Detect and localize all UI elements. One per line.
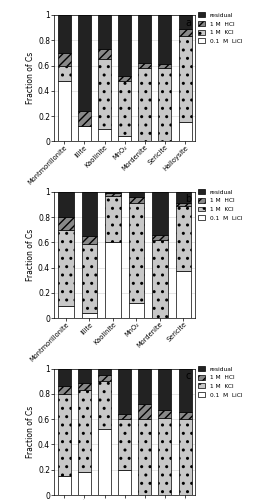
Bar: [129, 203, 144, 303]
Bar: [118, 414, 131, 419]
Bar: [78, 126, 91, 142]
Y-axis label: Fraction of Cs: Fraction of Cs: [26, 52, 35, 104]
Legend: residual, 1 M  HCl, 1 M  KCl, 0.1  M  LiCl: residual, 1 M HCl, 1 M KCl, 0.1 M LiCl: [198, 12, 242, 44]
Bar: [98, 430, 111, 495]
Bar: [118, 76, 131, 80]
Bar: [105, 196, 121, 242]
Bar: [138, 404, 151, 419]
Bar: [179, 419, 192, 495]
Bar: [58, 53, 71, 66]
Bar: [176, 272, 191, 318]
Bar: [138, 68, 151, 142]
Bar: [179, 29, 192, 36]
Bar: [105, 192, 121, 193]
Bar: [78, 15, 91, 111]
Y-axis label: Fraction of Cs: Fraction of Cs: [26, 229, 35, 281]
Bar: [158, 15, 172, 64]
Bar: [58, 217, 74, 230]
Bar: [58, 476, 71, 495]
Bar: [118, 470, 131, 495]
Bar: [152, 192, 167, 235]
Bar: [58, 192, 74, 217]
Bar: [82, 192, 97, 236]
Bar: [98, 368, 111, 375]
Legend: residual, 1 M  HCl, 1 M  KCl, 0.1  M  LiCl: residual, 1 M HCl, 1 M KCl, 0.1 M LiCl: [198, 190, 242, 220]
Bar: [118, 15, 131, 76]
Bar: [58, 306, 74, 318]
Bar: [58, 80, 71, 142]
Bar: [58, 394, 71, 476]
Bar: [176, 192, 191, 203]
Bar: [78, 368, 91, 382]
Legend: residual, 1 M  HCl, 1 M  KCl, 0.1  M  LiCl: residual, 1 M HCl, 1 M KCl, 0.1 M LiCl: [198, 366, 242, 398]
Bar: [158, 410, 172, 418]
Bar: [152, 235, 167, 240]
Bar: [78, 382, 91, 390]
Bar: [98, 382, 111, 430]
Bar: [98, 15, 111, 49]
Bar: [179, 412, 192, 419]
Bar: [179, 36, 192, 122]
Bar: [118, 419, 131, 470]
Bar: [78, 390, 91, 472]
Y-axis label: Fraction of Cs: Fraction of Cs: [26, 406, 35, 458]
Bar: [158, 68, 172, 142]
Bar: [138, 15, 151, 63]
Bar: [58, 66, 71, 80]
Bar: [78, 111, 91, 126]
Bar: [179, 15, 192, 29]
Bar: [118, 136, 131, 141]
Bar: [58, 15, 71, 53]
Bar: [179, 368, 192, 412]
Bar: [118, 80, 131, 136]
Bar: [129, 192, 144, 197]
Bar: [82, 244, 97, 313]
Bar: [179, 122, 192, 142]
Bar: [138, 368, 151, 404]
Bar: [158, 368, 172, 410]
Bar: [98, 49, 111, 59]
Bar: [152, 240, 167, 318]
Bar: [118, 368, 131, 414]
Bar: [98, 375, 111, 382]
Bar: [105, 193, 121, 196]
Bar: [105, 242, 121, 318]
Bar: [176, 206, 191, 272]
Text: a: a: [185, 18, 191, 28]
Bar: [158, 418, 172, 495]
Bar: [82, 313, 97, 318]
Bar: [129, 197, 144, 203]
Bar: [82, 236, 97, 244]
Bar: [58, 386, 71, 394]
Bar: [78, 472, 91, 495]
Bar: [138, 63, 151, 68]
Bar: [98, 128, 111, 141]
Bar: [158, 64, 172, 68]
Bar: [58, 368, 71, 386]
Text: c: c: [186, 371, 191, 381]
Text: b: b: [185, 194, 191, 204]
Bar: [138, 419, 151, 495]
Bar: [176, 203, 191, 205]
Bar: [58, 230, 74, 306]
Bar: [129, 303, 144, 318]
Bar: [98, 59, 111, 128]
